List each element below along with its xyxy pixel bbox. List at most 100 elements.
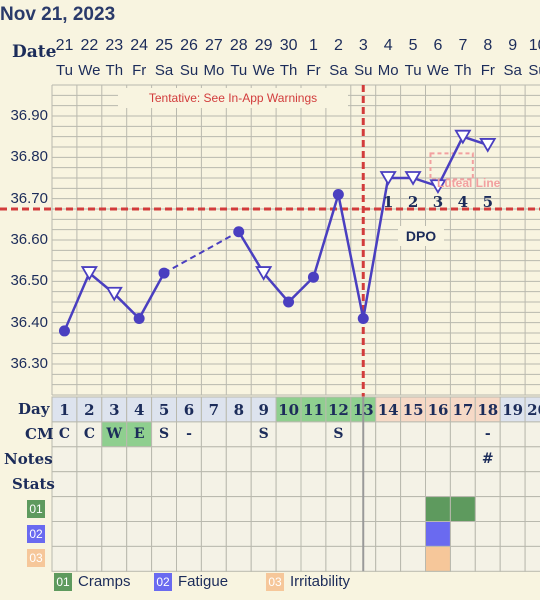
grid-cell (151, 446, 178, 473)
dpo-number: 2 (407, 193, 419, 211)
date-label: 1 (309, 37, 318, 54)
cm-entry: - (186, 425, 192, 442)
temperature-point (58, 325, 70, 337)
grid-cell (449, 471, 476, 498)
dpo-label: DPO (398, 226, 444, 246)
temperature-gap-line (163, 230, 240, 274)
grid-cell (51, 446, 78, 473)
temperature-point (105, 286, 123, 302)
symptom-cell-03 (425, 545, 451, 572)
grid-cell (400, 521, 427, 547)
grid-cell (524, 545, 540, 572)
grid-cell (524, 521, 540, 547)
grid-cell (449, 545, 476, 572)
date-label: 22 (80, 37, 99, 54)
grid-cell (400, 545, 427, 572)
date-label: 23 (105, 37, 124, 54)
grid-cell (51, 496, 78, 523)
cycle-day-cell (499, 396, 526, 423)
weekday-label: Tu (230, 62, 248, 79)
grid-cell (200, 421, 227, 448)
legend-code-03: 03 (266, 573, 284, 591)
grid-cell (101, 421, 128, 448)
y-tick-label: 36.30 (10, 355, 48, 372)
weekday-label: Fr (306, 62, 321, 79)
grid-cell (151, 545, 178, 572)
weekday-label: Mo (203, 62, 225, 79)
weekday-label: Su (528, 62, 540, 79)
cm-row-label: CM (25, 425, 54, 443)
grid-cell (275, 496, 302, 523)
cycle-day-number: 9 (258, 401, 269, 419)
tentative-warning[interactable]: Tentative: See In-App Warnings (118, 88, 348, 108)
symptom-cell-01 (425, 496, 451, 523)
grid-cell (375, 521, 402, 547)
date-label: 2 (333, 37, 343, 54)
grid-cell (474, 496, 501, 523)
weekday-label: Th (454, 62, 472, 79)
grid-cell (176, 471, 202, 498)
grid-cell (300, 446, 327, 473)
grid-cell (300, 496, 327, 523)
grid-cell (375, 471, 402, 498)
cm-entry: C (58, 425, 71, 442)
grid-cell (275, 471, 302, 498)
symptom-code-02: 02 (27, 524, 45, 543)
dpo-number: 4 (457, 193, 469, 211)
weekday-label: Fr (480, 62, 495, 79)
grid-cell (76, 446, 103, 473)
cycle-day-number: 7 (208, 401, 220, 419)
symptom-cell-02 (425, 521, 451, 547)
dpo-number: 1 (382, 193, 394, 211)
date-label: 24 (130, 37, 149, 54)
grid-cell (499, 471, 526, 498)
temperature-point (158, 267, 170, 279)
grid-cell (101, 446, 128, 473)
grid-cell (250, 545, 277, 572)
chart-date-title: Nov 21, 2023 (0, 4, 116, 25)
note-marker: # (481, 450, 494, 467)
grid-cell (101, 521, 128, 547)
cycle-day-number: 18 (477, 401, 499, 419)
grid-cell (225, 545, 252, 572)
temperature-point (404, 171, 422, 186)
cm-entry: C (83, 425, 95, 442)
grid-cell (400, 471, 427, 498)
stats-row-label: Stats (12, 475, 55, 493)
grid-cell (225, 421, 252, 448)
cycle-day-number: 11 (303, 401, 324, 419)
cycle-day-number: 12 (327, 401, 349, 419)
date-label: 6 (433, 37, 443, 54)
cycle-day-cell (474, 396, 501, 423)
cycle-day-number: 1 (59, 401, 70, 419)
weekday-label: We (252, 62, 275, 79)
legend-label: Cramps (78, 573, 131, 590)
grid-cell (76, 521, 103, 547)
date-label: 4 (383, 37, 393, 54)
y-tick-label: 36.40 (10, 313, 48, 331)
grid-cell (76, 471, 103, 498)
date-label: 10 (528, 37, 540, 54)
temperature-point (479, 138, 497, 153)
weekday-label: Sa (154, 62, 174, 79)
temperature-point (283, 296, 295, 308)
date-label: 28 (229, 37, 248, 54)
y-tick-label: 36.50 (10, 272, 48, 290)
grid-cell (400, 421, 427, 448)
grid-cell (375, 446, 402, 473)
grid-cell (425, 471, 451, 498)
temperature-point (357, 313, 369, 325)
cycle-day-number: 8 (233, 401, 245, 419)
notes-row-label: Notes (4, 450, 53, 468)
legend-label: Fatigue (178, 573, 229, 590)
cycle-day-number: 17 (452, 401, 474, 419)
cm-entry: S (159, 425, 170, 442)
cycle-day-number: 16 (427, 401, 449, 419)
date-label: 7 (458, 37, 468, 54)
weekday-label: Tu (404, 62, 422, 79)
legend-code-01: 01 (54, 573, 72, 591)
grid-cell (126, 545, 153, 572)
grid-cell (151, 521, 178, 547)
grid-cell (126, 446, 153, 473)
